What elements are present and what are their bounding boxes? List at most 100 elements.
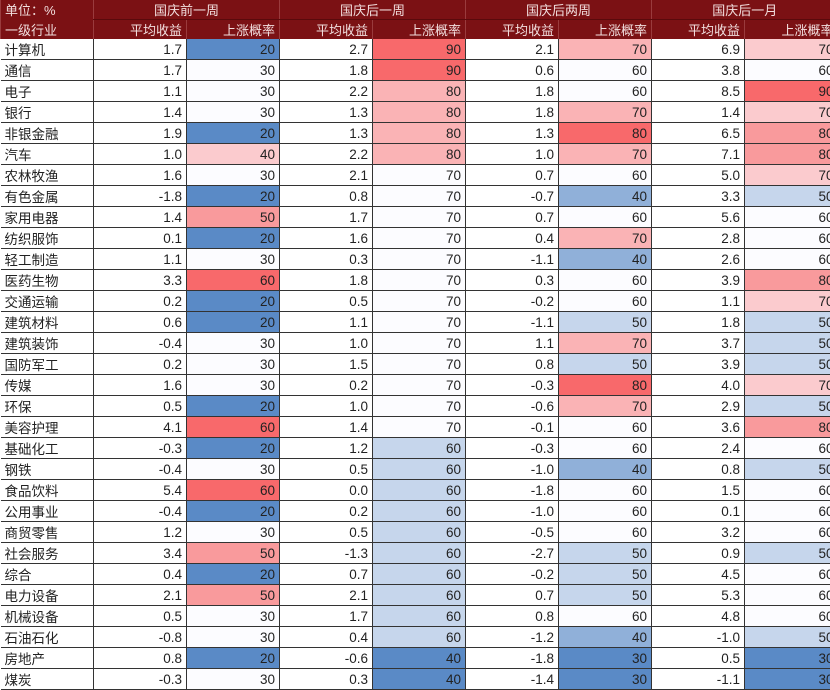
- avg-return-cell: 0.8: [466, 606, 559, 627]
- avg-return-cell: 1.2: [280, 438, 373, 459]
- avg-return-cell: -2.7: [466, 543, 559, 564]
- avg-return-cell: 3.3: [652, 186, 745, 207]
- avg-return-cell: -0.3: [466, 438, 559, 459]
- up-prob-cell: 80: [559, 123, 652, 144]
- avg-return-cell: 4.1: [94, 417, 187, 438]
- up-prob-cell: 70: [373, 312, 466, 333]
- industry-name: 基础化工: [1, 438, 94, 459]
- industry-name: 煤炭: [1, 669, 94, 690]
- avg-return-cell: 1.5: [280, 354, 373, 375]
- industry-name: 国防军工: [1, 354, 94, 375]
- up-prob-cell: 60: [559, 417, 652, 438]
- up-prob-cell: 30: [187, 354, 280, 375]
- avg-return-cell: 1.3: [466, 123, 559, 144]
- up-prob-cell: 50: [187, 543, 280, 564]
- avg-return-cell: -0.4: [94, 501, 187, 522]
- up-prob-cell: 40: [559, 249, 652, 270]
- avg-return-cell: 1.0: [280, 333, 373, 354]
- industry-name: 建筑装饰: [1, 333, 94, 354]
- avg-return-cell: 1.0: [94, 144, 187, 165]
- up-prob-cell: 20: [187, 39, 280, 60]
- avg-return-cell: 1.1: [280, 312, 373, 333]
- up-prob-cell: 80: [373, 102, 466, 123]
- up-prob-cell: 30: [187, 375, 280, 396]
- avg-return-cell: 1.4: [652, 102, 745, 123]
- header-row-periods: 单位：% 国庆前一周 国庆后一周 国庆后两周 国庆后一月: [1, 0, 830, 20]
- industry-name: 电子: [1, 81, 94, 102]
- up-prob-cell: 60: [187, 417, 280, 438]
- avg-return-cell: 1.7: [280, 207, 373, 228]
- up-prob-cell: 70: [373, 270, 466, 291]
- up-prob-cell: 60: [745, 585, 830, 606]
- up-prob-cell: 80: [373, 144, 466, 165]
- unit-label: 单位：%: [1, 0, 94, 20]
- industry-name: 综合: [1, 564, 94, 585]
- up-prob-cell: 70: [373, 228, 466, 249]
- up-prob-cell: 50: [745, 312, 830, 333]
- up-prob-cell: 20: [187, 228, 280, 249]
- up-prob-cell: 90: [373, 39, 466, 60]
- industry-name: 钢铁: [1, 459, 94, 480]
- avg-return-cell: 2.1: [280, 585, 373, 606]
- industry-name: 商贸零售: [1, 522, 94, 543]
- up-prob-cell: 50: [559, 543, 652, 564]
- industry-name: 电力设备: [1, 585, 94, 606]
- avg-return-header: 平均收益: [94, 20, 187, 40]
- up-prob-cell: 60: [559, 480, 652, 501]
- avg-return-cell: -0.3: [94, 669, 187, 690]
- avg-return-cell: 0.5: [280, 459, 373, 480]
- avg-return-cell: 5.6: [652, 207, 745, 228]
- up-prob-cell: 80: [559, 375, 652, 396]
- up-prob-cell: 30: [187, 102, 280, 123]
- avg-return-cell: 1.8: [280, 60, 373, 81]
- up-prob-cell: 50: [559, 354, 652, 375]
- avg-return-cell: -0.8: [94, 627, 187, 648]
- avg-return-cell: -1.8: [466, 648, 559, 669]
- avg-return-cell: -1.8: [94, 186, 187, 207]
- period-header: 国庆后两周: [466, 0, 652, 20]
- avg-return-cell: -0.2: [466, 291, 559, 312]
- avg-return-cell: 2.9: [652, 396, 745, 417]
- up-prob-cell: 50: [745, 354, 830, 375]
- avg-return-cell: 0.8: [466, 354, 559, 375]
- avg-return-cell: 1.1: [94, 81, 187, 102]
- industry-name: 非银金融: [1, 123, 94, 144]
- up-prob-cell: 40: [559, 186, 652, 207]
- avg-return-cell: 1.6: [94, 165, 187, 186]
- avg-return-cell: 1.7: [280, 606, 373, 627]
- up-prob-cell: 70: [373, 333, 466, 354]
- avg-return-cell: -0.7: [466, 186, 559, 207]
- up-prob-cell: 50: [187, 585, 280, 606]
- up-prob-cell: 20: [187, 312, 280, 333]
- avg-return-cell: 0.7: [466, 585, 559, 606]
- up-prob-cell: 60: [373, 438, 466, 459]
- up-prob-cell: 60: [745, 480, 830, 501]
- avg-return-cell: -0.3: [466, 375, 559, 396]
- industry-name: 社会服务: [1, 543, 94, 564]
- up-prob-cell: 70: [373, 207, 466, 228]
- avg-return-cell: 0.3: [280, 669, 373, 690]
- avg-return-cell: 2.7: [280, 39, 373, 60]
- industry-name: 汽车: [1, 144, 94, 165]
- industry-name: 房地产: [1, 648, 94, 669]
- avg-return-cell: -0.6: [280, 648, 373, 669]
- up-prob-cell: 70: [559, 396, 652, 417]
- up-prob-cell: 60: [373, 564, 466, 585]
- up-prob-cell: 60: [745, 501, 830, 522]
- avg-return-cell: -0.6: [466, 396, 559, 417]
- up-prob-cell: 30: [745, 648, 830, 669]
- avg-return-cell: 5.4: [94, 480, 187, 501]
- avg-return-cell: 0.5: [652, 648, 745, 669]
- up-prob-cell: 60: [559, 81, 652, 102]
- industry-name: 建筑材料: [1, 312, 94, 333]
- up-prob-cell: 70: [373, 354, 466, 375]
- up-prob-cell: 60: [745, 522, 830, 543]
- up-prob-header: 上涨概率: [745, 20, 830, 40]
- up-prob-cell: 60: [559, 522, 652, 543]
- avg-return-header: 平均收益: [652, 20, 745, 40]
- up-prob-cell: 50: [745, 627, 830, 648]
